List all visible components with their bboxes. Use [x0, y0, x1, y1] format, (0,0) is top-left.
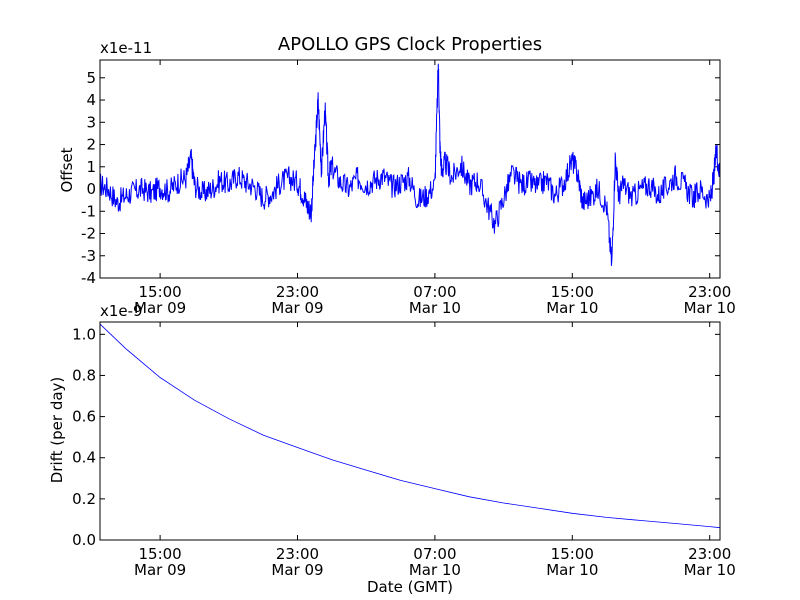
- figure-title: APOLLO GPS Clock Properties: [278, 34, 542, 55]
- x-tick-date-label: Mar 09: [271, 561, 323, 579]
- x-tick-date-label: Mar 09: [134, 299, 186, 317]
- y-tick-label: 0.8: [72, 366, 96, 384]
- x-tick-date-label: Mar 10: [684, 561, 736, 579]
- offset-y-ticks: -4 -3 -2 -1 0 1 2 3 4 5: [81, 69, 720, 287]
- x-tick-date-label: Mar 10: [409, 299, 461, 317]
- drift-ylabel: Drift (per day): [48, 377, 66, 484]
- x-tick-time-label: 23:00: [688, 283, 731, 301]
- offset-series-line: [99, 63, 721, 266]
- drift-series-line: [99, 323, 721, 529]
- x-tick-date-label: Mar 10: [409, 561, 461, 579]
- x-tick-date-label: Mar 10: [684, 299, 736, 317]
- x-tick-time-label: 23:00: [688, 545, 731, 563]
- drift-y-ticks: 0.0 0.2 0.4 0.6 0.8 1.0: [72, 325, 720, 549]
- y-tick-label: -2: [81, 225, 96, 243]
- y-tick-label: -1: [81, 202, 96, 220]
- offset-ylabel: Offset: [58, 147, 76, 192]
- y-tick-label: 4: [86, 91, 96, 109]
- y-tick-label: 3: [86, 113, 96, 131]
- y-tick-label: 0: [86, 180, 96, 198]
- x-tick-time-label: 15:00: [551, 283, 594, 301]
- x-tick-time-label: 15:00: [138, 283, 181, 301]
- x-tick-time-label: 07:00: [413, 283, 456, 301]
- drift-plot-frame: [99, 321, 721, 541]
- y-tick-label: -3: [81, 247, 96, 265]
- offset-plot-frame: [99, 59, 721, 279]
- x-tick-date-label: Mar 09: [271, 299, 323, 317]
- x-tick-date-label: Mar 10: [546, 299, 598, 317]
- x-tick-time-label: 23:00: [276, 283, 319, 301]
- y-tick-label: -4: [81, 269, 96, 287]
- drift-xlabel: Date (GMT): [367, 578, 453, 596]
- x-tick-time-label: 15:00: [138, 545, 181, 563]
- x-tick-date-label: Mar 09: [134, 561, 186, 579]
- y-tick-label: 1.0: [72, 325, 96, 343]
- offset-multiplier: x1e-11: [100, 39, 152, 57]
- y-tick-label: 0.6: [72, 408, 96, 426]
- y-tick-label: 2: [86, 136, 96, 154]
- x-tick-time-label: 15:00: [551, 545, 594, 563]
- y-tick-label: 0.4: [72, 449, 96, 467]
- x-tick-time-label: 07:00: [413, 545, 456, 563]
- y-tick-label: 0.2: [72, 490, 96, 508]
- y-tick-label: 5: [86, 69, 96, 87]
- y-tick-label: 1: [86, 158, 96, 176]
- y-tick-label: 0.0: [72, 531, 96, 549]
- x-tick-time-label: 23:00: [276, 545, 319, 563]
- drift-multiplier: x1e-9: [100, 302, 143, 320]
- drift-panel: x1e-9 Drift (per day) 0.0 0.2 0.4 0.6 0.8 1.0…: [48, 302, 736, 596]
- x-tick-date-label: Mar 10: [546, 561, 598, 579]
